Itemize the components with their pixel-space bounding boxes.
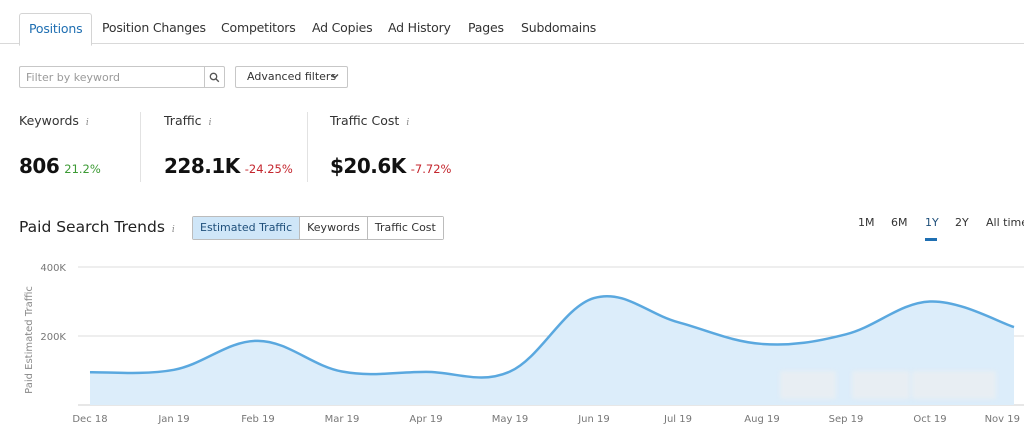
x-tick-label: Mar 19 (325, 414, 360, 425)
x-tick-label: Dec 18 (72, 414, 107, 425)
y-axis-title: Paid Estimated Traffic (24, 286, 35, 394)
info-icon[interactable]: i (406, 118, 410, 128)
info-icon[interactable]: i (171, 225, 175, 235)
x-tick-label: May 19 (492, 414, 529, 425)
info-icon[interactable]: i (208, 118, 212, 128)
tab-position-changes[interactable]: Position Changes (102, 20, 206, 35)
search-icon (209, 72, 220, 82)
tabs-divider (0, 43, 1024, 44)
traffic-value: 228.1K (164, 154, 240, 178)
x-tick-label: Feb 19 (241, 414, 275, 425)
range-1y[interactable]: 1Y (925, 216, 939, 229)
trends-title: Paid Search Trends i (19, 218, 175, 236)
x-tick-label: Aug 19 (744, 414, 779, 425)
x-tick-label: Sep 19 (829, 414, 864, 425)
range-6m[interactable]: 6M (891, 216, 908, 229)
advanced-filters-label: Advanced filters (247, 70, 337, 83)
x-tick-label: Nov 19 (985, 414, 1020, 425)
tab-pages[interactable]: Pages (468, 20, 504, 35)
traffic-cost-delta: -7.72% (410, 162, 452, 176)
keyword-filter (19, 66, 225, 88)
traffic-cost-metric: $20.6K -7.72% (330, 154, 451, 178)
y-tick-label: 400K (40, 263, 66, 274)
range-active-indicator (925, 238, 937, 241)
metric-divider (140, 112, 141, 182)
metric-divider (307, 112, 308, 182)
metric-toggle: Estimated Traffic Keywords Traffic Cost (192, 216, 444, 240)
search-button[interactable] (204, 67, 224, 87)
traffic-cost-value: $20.6K (330, 154, 406, 178)
keywords-metric: 806 21.2% (19, 154, 101, 178)
tab-positions[interactable]: Positions (19, 13, 93, 46)
tab-ad-history[interactable]: Ad History (388, 20, 451, 35)
toggle-keywords[interactable]: Keywords (299, 217, 367, 239)
range-2y[interactable]: 2Y (955, 216, 969, 229)
chevron-down-icon (331, 74, 339, 79)
keywords-value: 806 (19, 154, 60, 178)
advanced-filters-button[interactable]: Advanced filters (235, 66, 348, 88)
traffic-metric: 228.1K -24.25% (164, 154, 293, 178)
paid-search-trends-chart: 400K 200K Paid Estimated Traffic Dec 18 Jan … (24, 263, 1024, 425)
tab-competitors[interactable]: Competitors (221, 20, 296, 35)
toggle-traffic-cost[interactable]: Traffic Cost (366, 217, 443, 239)
traffic-line (89, 295, 1015, 379)
keyword-filter-input[interactable] (26, 69, 204, 85)
y-tick-label: 200K (40, 332, 66, 343)
tab-subdomains[interactable]: Subdomains (521, 20, 597, 35)
traffic-cost-label: Traffic Cost i (330, 113, 410, 128)
range-1m[interactable]: 1M (858, 216, 875, 229)
x-tick-label: Jun 19 (577, 414, 610, 425)
range-all-time[interactable]: All time (986, 216, 1024, 229)
tab-ad-copies[interactable]: Ad Copies (312, 20, 373, 35)
toggle-estimated-traffic[interactable]: Estimated Traffic (193, 217, 300, 239)
x-tick-label: Apr 19 (409, 414, 442, 425)
obscured-region (912, 371, 996, 399)
traffic-delta: -24.25% (244, 162, 293, 176)
keywords-delta: 21.2% (64, 162, 101, 176)
obscured-region (780, 371, 836, 399)
x-tick-label: Jan 19 (157, 414, 189, 425)
traffic-label: Traffic i (164, 113, 212, 128)
obscured-region (852, 371, 910, 399)
x-tick-label: Oct 19 (913, 414, 946, 425)
x-tick-label: Jul 19 (663, 414, 692, 425)
info-icon[interactable]: i (85, 118, 89, 128)
keywords-label: Keywords i (19, 113, 89, 128)
